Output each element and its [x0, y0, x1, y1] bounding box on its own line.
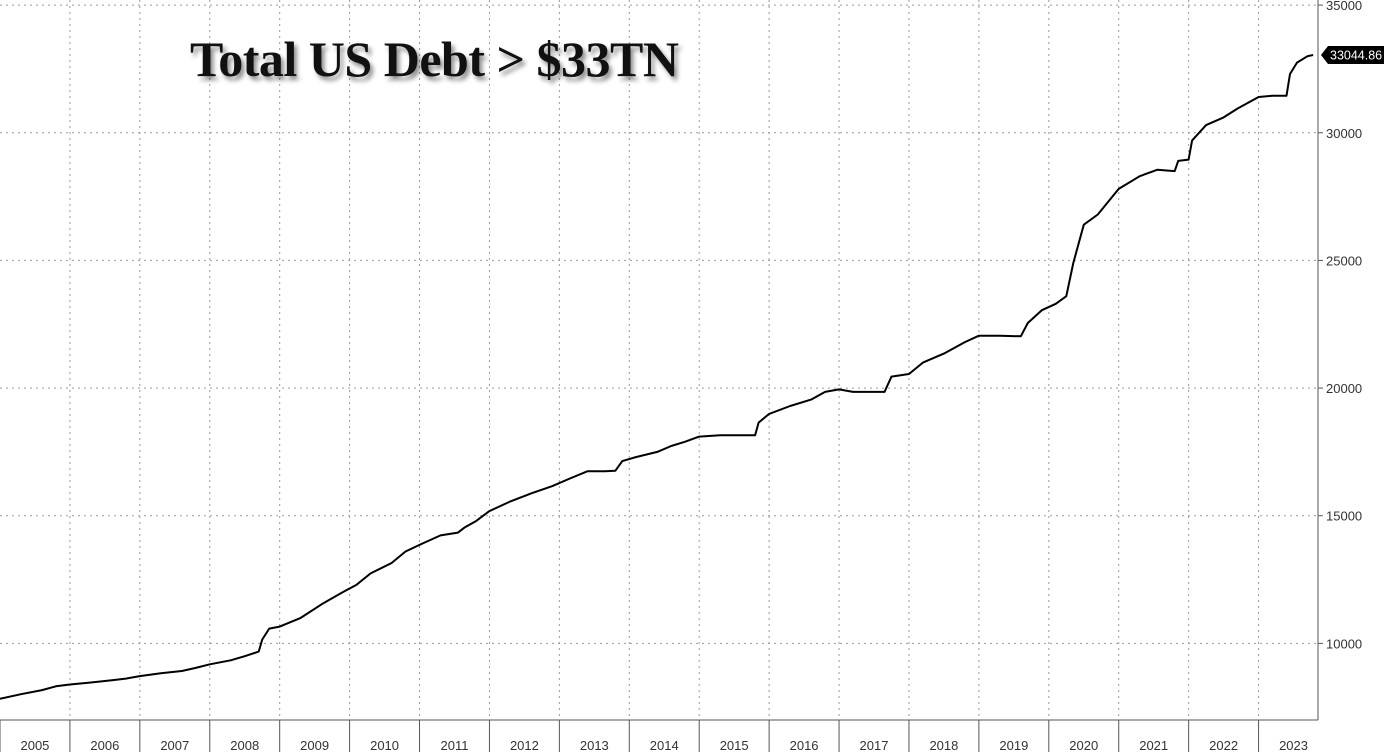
x-tick-label: 2007: [160, 738, 189, 752]
series-layer: [0, 54, 1314, 700]
y-tick-label: 20000: [1326, 381, 1362, 396]
x-tick-label: 2019: [999, 738, 1028, 752]
y-tick-label: 25000: [1326, 253, 1362, 268]
x-tick-label: 2011: [440, 738, 468, 752]
x-tick-label: 2018: [929, 738, 958, 752]
last-value-label-bg: [1321, 46, 1384, 65]
x-tick-label: 2005: [20, 738, 49, 752]
x-tick-label: 2021: [1139, 738, 1168, 752]
y-tick-label: 10000: [1326, 636, 1362, 651]
y-tick-label: 15000: [1326, 509, 1362, 524]
x-tick-label: 2006: [90, 738, 119, 752]
x-tick-label: 2023: [1279, 738, 1308, 752]
x-tick-label: 2012: [510, 738, 539, 752]
last-value-label: 33044.86: [1321, 46, 1384, 65]
x-tick-label: 2014: [650, 738, 679, 752]
x-tick-label: 2008: [230, 738, 259, 752]
y-tick-label: 35000: [1326, 0, 1362, 13]
x-tick-label: 2016: [790, 738, 819, 752]
x-tick-label: 2020: [1069, 738, 1098, 752]
last-value-label-text: 33044.86: [1330, 49, 1382, 63]
x-tick-label: 2015: [720, 738, 749, 752]
x-tick-label: 2022: [1209, 738, 1238, 752]
label-layer: 33044.86: [1321, 46, 1384, 65]
y-tick-label: 30000: [1326, 126, 1362, 141]
x-tick-label: 2009: [300, 738, 329, 752]
x-tick-label: 2010: [370, 738, 399, 752]
x-tick-label: 2017: [860, 738, 889, 752]
x-tick-label: 2013: [580, 738, 609, 752]
chart-title: Total US Debt > $33TN: [190, 31, 679, 87]
series-line-total-us-debt: [0, 54, 1314, 700]
grid-layer: [0, 0, 1318, 720]
